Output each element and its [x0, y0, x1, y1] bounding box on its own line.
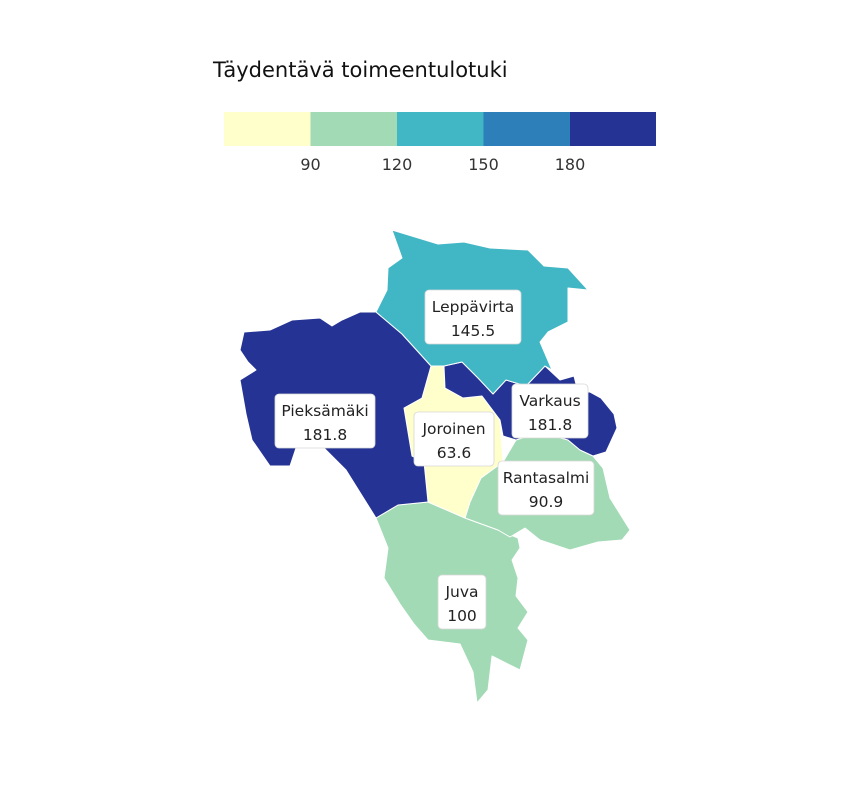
label-rantasalmi: Rantasalmi 90.9 — [497, 460, 595, 516]
legend-tick-90: 90 — [300, 155, 320, 174]
legend-swatch-5 — [570, 112, 656, 146]
legend-title: Täydentävä toimeentulotuki — [212, 58, 508, 82]
legend-swatch-1 — [224, 112, 311, 146]
legend-swatch-4 — [483, 112, 571, 146]
label-leppavirta: Leppävirta 145.5 — [424, 289, 522, 345]
label-varkaus-value: 181.8 — [528, 416, 572, 434]
label-joroinen: Joroinen 63.6 — [413, 411, 495, 467]
label-joroinen-name: Joroinen — [421, 420, 485, 438]
label-joroinen-value: 63.6 — [437, 444, 472, 462]
label-varkaus: Varkaus 181.8 — [511, 383, 589, 439]
label-leppavirta-value: 145.5 — [451, 322, 495, 340]
label-rantasalmi-name: Rantasalmi — [503, 469, 590, 487]
label-juva: Juva 100 — [437, 574, 487, 630]
legend-tick-180: 180 — [555, 155, 586, 174]
label-juva-value: 100 — [447, 607, 477, 625]
label-juva-name: Juva — [444, 583, 478, 601]
legend-swatch-2 — [310, 112, 398, 146]
label-leppavirta-name: Leppävirta — [432, 298, 515, 316]
label-pieksamaki-name: Pieksämäki — [281, 402, 368, 420]
label-varkaus-name: Varkaus — [519, 392, 580, 410]
legend-swatch-3 — [397, 112, 484, 146]
legend-tick-150: 150 — [468, 155, 499, 174]
legend-tick-120: 120 — [382, 155, 413, 174]
label-rantasalmi-value: 90.9 — [529, 493, 564, 511]
label-pieksamaki: Pieksämäki 181.8 — [274, 393, 376, 449]
label-pieksamaki-value: 181.8 — [303, 426, 347, 444]
legend: Täydentävä toimeentulotuki 90 120 150 18… — [212, 58, 656, 174]
